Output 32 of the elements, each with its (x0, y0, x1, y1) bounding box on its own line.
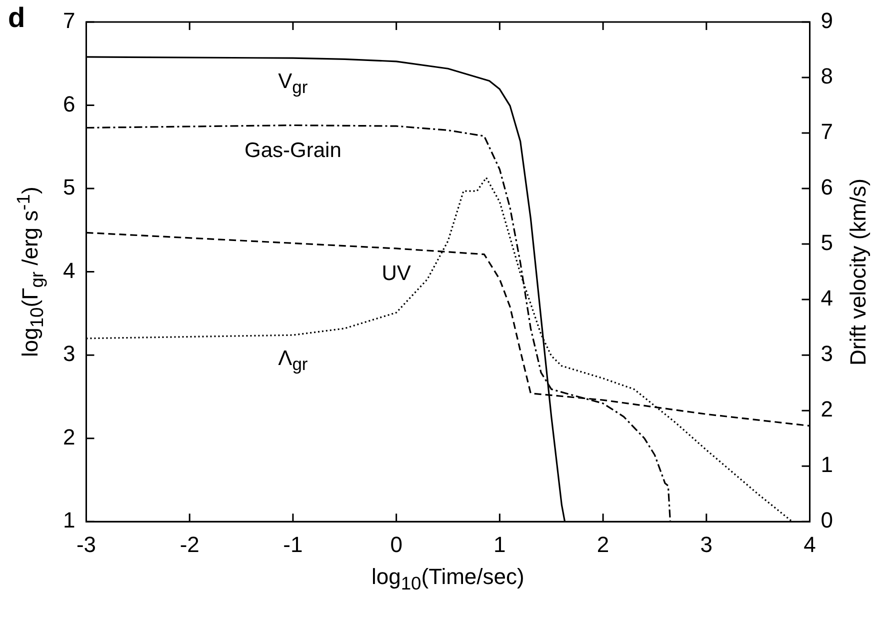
y-tick-label: 7 (62, 8, 76, 34)
y-tick-label: 4 (62, 258, 76, 283)
x-axis-title: log$_{10}$(Time/sec) (372, 564, 524, 594)
y-tick-label: 3 (62, 341, 76, 366)
y2-axis-title: Drift velocity (km/s) (845, 178, 871, 366)
series-label: Λ$_{gr}$ (278, 346, 308, 376)
y2-tick-label: 4 (820, 286, 834, 311)
x-tick-label: 0 (390, 532, 402, 557)
chart-title: d (8, 2, 26, 34)
y2-tick-label: 7 (820, 119, 834, 144)
y2-tick-label: 6 (820, 174, 834, 200)
y2-tick-label: 5 (820, 230, 834, 256)
y2-tick-label: 9 (820, 8, 834, 34)
x-tick-label: -3 (76, 532, 96, 557)
y2-tick-label: 8 (820, 64, 834, 89)
y-tick-label: 2 (62, 424, 76, 450)
x-tick-label: 1 (494, 532, 506, 557)
y-tick-label: 1 (62, 508, 76, 533)
x-tick-label: 2 (596, 532, 610, 557)
x-tick-label: 4 (804, 532, 816, 557)
y2-tick-label: 1 (820, 452, 834, 478)
x-tick-label: 3 (700, 532, 713, 557)
series-label: UV (382, 262, 411, 286)
y2-tick-label: 0 (820, 508, 834, 533)
y2-tick-label: 3 (820, 341, 834, 366)
series-label: Gas-Grain (244, 139, 342, 164)
y-tick-label: 5 (62, 174, 76, 200)
x-tick-label: -2 (180, 532, 200, 557)
y-tick-label: 6 (62, 91, 76, 116)
y2-tick-label: 2 (820, 396, 834, 422)
x-tick-label: -1 (283, 532, 303, 557)
series-label: V$_{gr}$ (278, 70, 308, 98)
